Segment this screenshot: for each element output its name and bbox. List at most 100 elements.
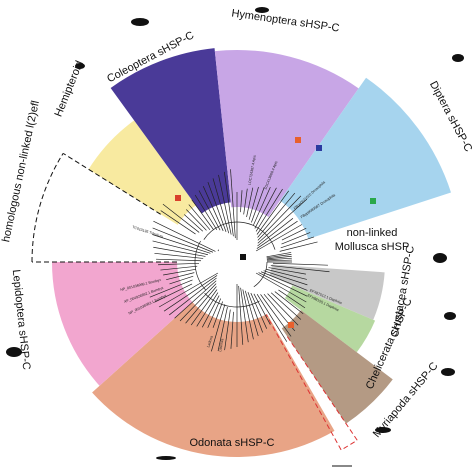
branch <box>266 257 292 261</box>
branch <box>212 301 223 328</box>
branch <box>278 289 306 309</box>
branch <box>190 289 218 326</box>
markers <box>175 137 376 328</box>
branch <box>186 209 207 231</box>
branch <box>279 241 318 252</box>
branch <box>266 259 292 262</box>
branch <box>266 253 292 259</box>
clade-wedge <box>281 310 393 424</box>
clade-label: non-linked <box>347 227 398 239</box>
branch <box>253 293 271 325</box>
clade-wedge <box>269 264 385 320</box>
branch <box>163 275 218 312</box>
branch <box>158 272 219 308</box>
branch-arc <box>217 249 220 252</box>
branch <box>169 275 194 285</box>
branch <box>263 270 308 286</box>
dashed-arc <box>31 153 177 263</box>
branch <box>258 272 308 297</box>
branch <box>156 258 202 262</box>
branch <box>152 240 208 256</box>
clade-wedge <box>284 285 376 353</box>
clade-label: Diptera sHSP-C <box>427 79 474 154</box>
branch-arc <box>253 261 268 288</box>
branch <box>154 283 193 303</box>
branch-arc <box>194 240 207 291</box>
branch <box>280 236 315 249</box>
branch <box>270 265 330 273</box>
clade-label: Hymenoptera sHSP-C <box>231 8 340 35</box>
branch <box>211 304 226 352</box>
leaf-label: Ladona <box>206 335 214 348</box>
branch <box>217 306 228 352</box>
branch <box>184 214 204 232</box>
branch <box>255 188 283 232</box>
branch <box>194 194 218 230</box>
branch <box>212 178 230 234</box>
branch <box>266 252 292 258</box>
branch <box>266 255 292 260</box>
branch-arc <box>204 293 260 308</box>
dashed-line <box>62 152 161 215</box>
branch <box>257 198 308 244</box>
branch <box>272 262 328 266</box>
branch <box>223 171 234 237</box>
leaf-label: LOC724367.4 Apis <box>248 155 257 186</box>
clade-wedge <box>88 120 196 225</box>
branch <box>240 287 249 343</box>
branch <box>260 271 308 291</box>
branch <box>268 267 306 275</box>
branch <box>267 293 299 326</box>
branch <box>207 182 227 233</box>
branch <box>153 220 216 252</box>
branch <box>256 190 290 235</box>
branch <box>260 294 292 337</box>
branch <box>257 218 294 247</box>
branch <box>152 227 214 253</box>
branch <box>242 289 254 340</box>
branch <box>201 295 220 328</box>
branch <box>246 187 254 218</box>
branch <box>251 186 265 223</box>
branch <box>230 311 234 349</box>
branch <box>256 294 288 342</box>
branch <box>160 265 198 271</box>
branch <box>247 291 263 333</box>
branch <box>248 186 259 220</box>
branch-arc <box>203 221 276 250</box>
branch <box>244 290 259 337</box>
branch <box>281 232 311 245</box>
branch <box>224 309 231 351</box>
branch <box>270 292 302 320</box>
leaf-label: Libellula <box>218 338 224 352</box>
branch <box>163 268 196 276</box>
branch <box>196 292 219 327</box>
branch <box>255 272 307 303</box>
branch <box>174 280 217 319</box>
clade-wedge <box>110 48 231 214</box>
branch <box>274 291 304 314</box>
clade-wedge <box>214 50 359 217</box>
branch <box>250 292 268 329</box>
organism-icons <box>6 7 464 460</box>
branch <box>160 210 196 235</box>
branch <box>152 234 211 254</box>
clade-wedge <box>280 77 451 239</box>
branch <box>243 188 248 215</box>
branch <box>198 190 221 231</box>
clade-label: Odonata sHSP-C <box>190 437 275 449</box>
branch <box>191 199 214 230</box>
branch <box>281 227 307 241</box>
branch <box>166 272 195 280</box>
branch <box>169 277 217 316</box>
branch <box>256 220 298 249</box>
branch <box>202 186 224 232</box>
branch <box>188 204 211 231</box>
branch <box>218 174 232 235</box>
branch <box>257 192 296 238</box>
branch <box>255 224 303 252</box>
branch <box>153 246 206 257</box>
clade-label: Mollusca sHSP <box>335 241 410 253</box>
leaf-label: TC010195 Tribolium <box>132 225 164 239</box>
